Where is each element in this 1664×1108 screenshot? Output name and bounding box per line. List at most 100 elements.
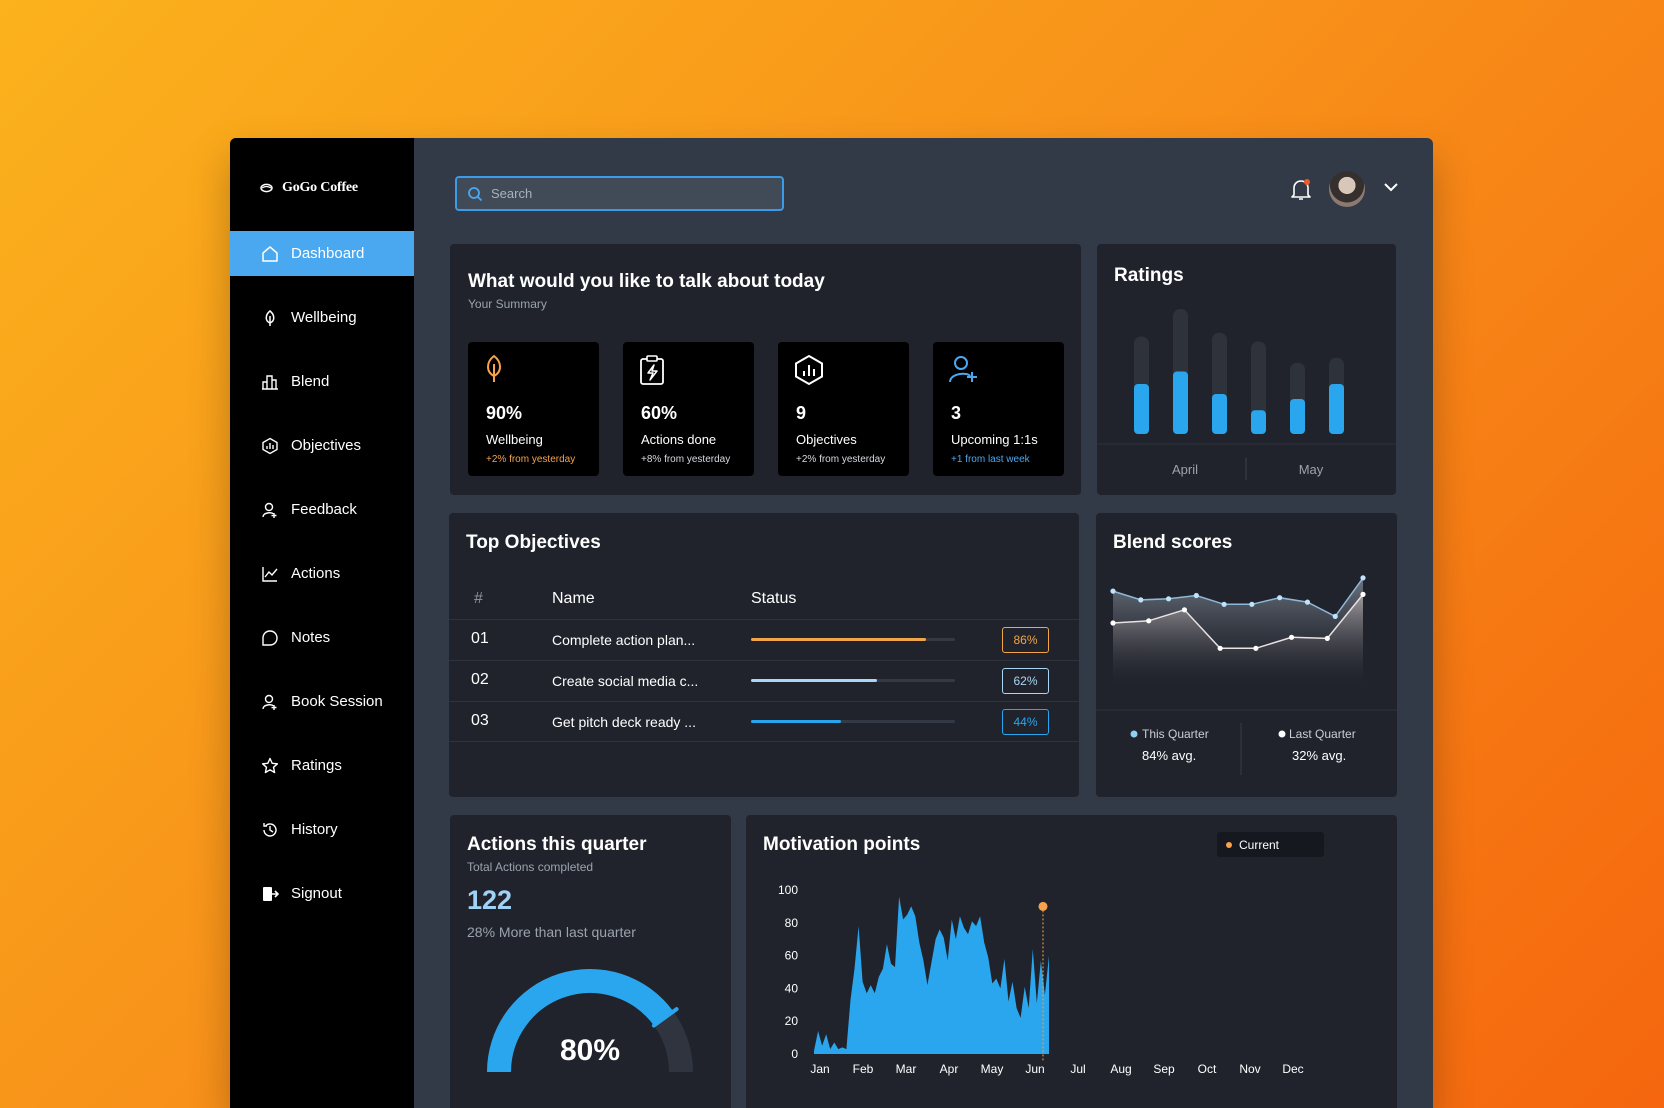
blend-line-this-quarter	[1112, 577, 1364, 618]
sidebar-item-label: Ratings	[291, 757, 342, 774]
sidebar-item-blend[interactable]: Blend	[230, 359, 414, 404]
sidebar-item-book-session[interactable]: Book Session	[230, 679, 414, 724]
status-badge: 62%	[1002, 668, 1049, 694]
last-quarter-avg: 32% avg.	[1292, 748, 1347, 763]
ratings-card: Ratings April May	[1097, 244, 1396, 495]
progress-track	[751, 679, 955, 682]
actions-quarter-card: Actions this quarter Total Actions compl…	[450, 815, 731, 1108]
gauge-needle	[651, 1007, 679, 1028]
sidebar-item-feedback[interactable]: Feedback	[230, 487, 414, 532]
clipboard-bolt-icon	[640, 355, 664, 385]
actions-total: 122	[467, 885, 513, 915]
ratings-month-label: May	[1299, 462, 1324, 477]
status-badge: 44%	[1002, 709, 1049, 735]
blend-title: Blend scores	[1113, 532, 1233, 553]
sidebar-item-objectives[interactable]: Objectives	[230, 423, 414, 468]
table-row[interactable]: 03 Get pitch deck ready ... 44%	[449, 701, 1079, 742]
blend-point	[1332, 613, 1338, 619]
x-tick-label: Jan	[810, 1062, 829, 1076]
actions-gauge: 80%	[487, 969, 693, 1073]
blend-point	[1165, 596, 1172, 602]
stat-value: 60%	[641, 403, 678, 423]
search-box	[455, 176, 784, 211]
row-number: 02	[471, 671, 489, 688]
table-row[interactable]: 02 Create social media c... 62%	[449, 660, 1079, 701]
blend-point	[1288, 634, 1295, 640]
motivation-y-ticks: 100 80 60 40 20 0	[778, 883, 798, 1061]
objectives-icon	[262, 437, 278, 454]
app-window: GoGo Coffee Dashboard Wellbeing Blend Ob…	[230, 138, 1433, 1108]
x-tick-label: Aug	[1110, 1062, 1131, 1076]
blend-icon	[262, 374, 278, 390]
y-tick-label: 40	[785, 981, 799, 995]
actions-chart-icon	[262, 566, 278, 582]
stat-label: Upcoming 1:1s	[951, 432, 1038, 447]
sidebar-item-label: Blend	[291, 373, 330, 390]
legend-current-chip[interactable]: Current	[1217, 832, 1324, 857]
sidebar: GoGo Coffee Dashboard Wellbeing Blend Ob…	[230, 138, 414, 1108]
y-tick-label: 100	[778, 883, 798, 897]
sidebar-item-dashboard[interactable]: Dashboard	[230, 231, 414, 276]
blend-point	[1146, 618, 1152, 624]
book-session-icon	[262, 694, 277, 710]
stat-card-objectives[interactable]: 9 Objectives +2% from yesterday	[778, 342, 909, 476]
sidebar-item-label: Book Session	[291, 693, 383, 710]
blend-point	[1138, 597, 1144, 603]
row-number: 01	[471, 630, 489, 647]
sidebar-item-label: Objectives	[291, 437, 362, 454]
y-tick-label: 60	[785, 949, 799, 963]
signout-icon	[263, 886, 279, 901]
blend-point	[1360, 575, 1366, 581]
sidebar-item-label: Notes	[291, 629, 331, 646]
gauge-label: 80%	[560, 1034, 620, 1067]
blend-point	[1324, 635, 1330, 641]
x-tick-label: Nov	[1239, 1062, 1260, 1076]
feedback-icon	[262, 502, 277, 518]
chevron-down-icon[interactable]	[1383, 182, 1399, 192]
notification-bell-icon[interactable]	[1290, 178, 1312, 202]
y-tick-label: 20	[785, 1014, 799, 1028]
sidebar-item-notes[interactable]: Notes	[230, 615, 414, 660]
sidebar-nav: Dashboard Wellbeing Blend Objectives Fee…	[230, 231, 414, 935]
rating-bar-value	[1251, 410, 1266, 434]
legend-last-quarter: Last Quarter	[1289, 727, 1356, 741]
column-header-status: Status	[751, 590, 797, 607]
motivation-title: Motivation points	[763, 834, 921, 855]
sidebar-item-history[interactable]: History	[230, 807, 414, 852]
rating-bar-value	[1290, 399, 1305, 434]
x-tick-label: Mar	[896, 1062, 917, 1076]
coffee-bean-icon	[260, 183, 273, 193]
blend-scores-card: Blend scores This Quarter Last Quarter 8…	[1096, 513, 1397, 797]
blend-dots-this-quarter	[1110, 575, 1366, 619]
sidebar-item-signout[interactable]: Signout	[230, 871, 414, 916]
sidebar-item-ratings[interactable]: Ratings	[230, 743, 414, 788]
table-row[interactable]: 01 Complete action plan... 86%	[449, 619, 1079, 660]
search-input[interactable]	[491, 186, 761, 201]
status-badge: 86%	[1002, 627, 1049, 653]
row-name: Create social media c...	[552, 673, 699, 689]
legend-current-label: Current	[1239, 837, 1280, 852]
stat-card-wellbeing[interactable]: 90% Wellbeing +2% from yesterday	[468, 342, 599, 476]
x-tick-label: Feb	[853, 1062, 874, 1076]
sidebar-item-wellbeing[interactable]: Wellbeing	[230, 295, 414, 340]
star-icon	[261, 757, 279, 773]
home-icon	[262, 245, 278, 262]
legend-this-quarter: This Quarter	[1142, 727, 1209, 741]
stat-value: 9	[796, 403, 807, 423]
blend-area-last-quarter	[1113, 594, 1363, 688]
x-tick-label: Sep	[1153, 1062, 1175, 1076]
brand-logo[interactable]: GoGo Coffee	[260, 180, 358, 196]
stat-card-actions[interactable]: 60% Actions done +8% from yesterday	[623, 342, 754, 476]
stat-label: Wellbeing	[486, 432, 543, 447]
avatar[interactable]	[1329, 171, 1365, 207]
stat-card-upcoming[interactable]: 3 Upcoming 1:1s +1 from last week	[933, 342, 1064, 476]
ratings-month-label: April	[1172, 462, 1198, 477]
legend-dot-last-quarter	[1278, 730, 1286, 738]
sidebar-item-actions[interactable]: Actions	[230, 551, 414, 596]
motivation-chart: 100 80 60 40 20 0 Jan Feb Mar Apr May Jun Jul Aug Sep…	[778, 883, 1304, 1076]
x-tick-label: Jun	[1025, 1062, 1044, 1076]
legend-dot-this-quarter	[1130, 730, 1138, 738]
objectives-title: Top Objectives	[466, 532, 601, 553]
stat-delta: +2% from yesterday	[486, 454, 576, 465]
rating-bar-value	[1212, 394, 1227, 434]
